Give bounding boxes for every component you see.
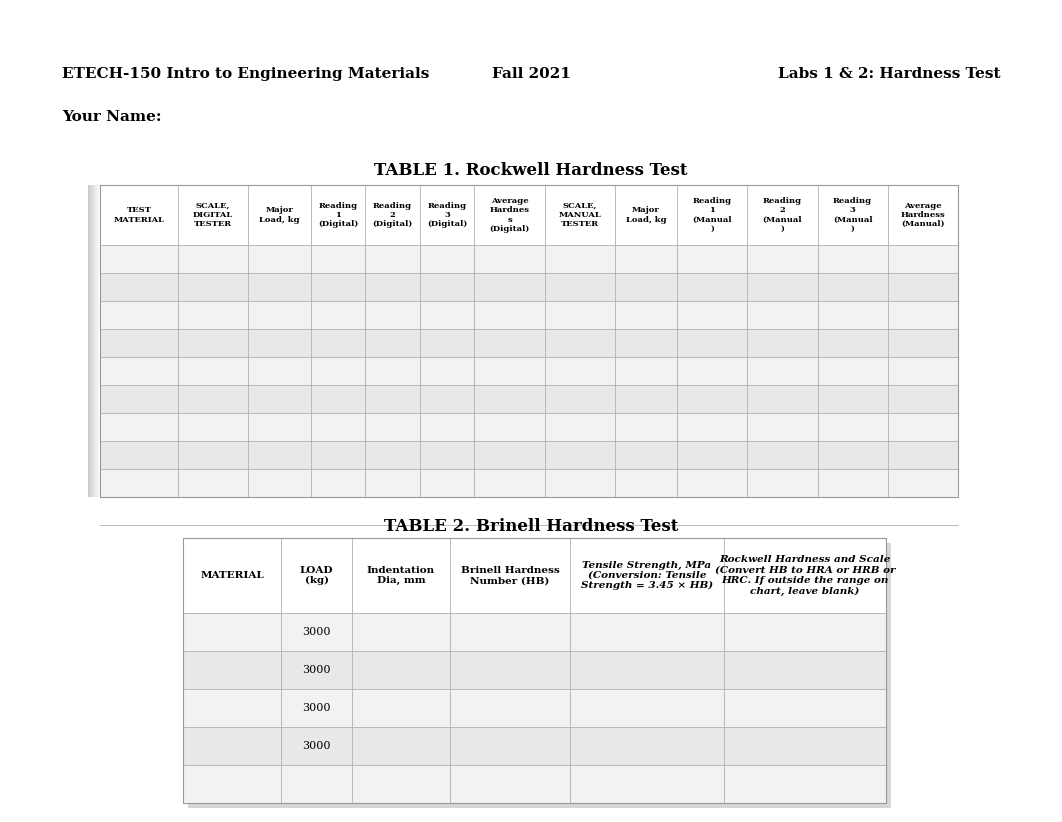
Text: 3000: 3000 (303, 665, 331, 675)
Text: 3000: 3000 (303, 627, 331, 637)
Text: LOAD
(kg): LOAD (kg) (299, 566, 333, 585)
Text: Fall 2021: Fall 2021 (492, 67, 570, 81)
Bar (183, 727, 886, 765)
Text: SCALE,
DIGITAL
TESTER: SCALE, DIGITAL TESTER (193, 201, 234, 229)
Text: Major
Load, kg: Major Load, kg (259, 206, 299, 224)
Text: Brinell Hardness
Number (HB): Brinell Hardness Number (HB) (461, 566, 560, 585)
Bar (100, 301, 958, 329)
Text: TABLE 2. Brinell Hardness Test: TABLE 2. Brinell Hardness Test (383, 518, 679, 535)
Bar (100, 413, 958, 441)
Text: ETECH-150 Intro to Engineering Materials: ETECH-150 Intro to Engineering Materials (62, 67, 429, 81)
Bar (188, 543, 891, 808)
Bar (100, 185, 958, 245)
Text: 3000: 3000 (303, 703, 331, 713)
Bar (100, 185, 958, 497)
Text: Reading
1
(Digital): Reading 1 (Digital) (318, 201, 358, 229)
Text: Your Name:: Your Name: (62, 110, 161, 124)
Bar (100, 357, 958, 385)
Text: Reading
3
(Digital): Reading 3 (Digital) (427, 201, 467, 229)
Text: Reading
3
(Manual
): Reading 3 (Manual ) (833, 197, 873, 233)
Text: Average
Hardness
(Manual): Average Hardness (Manual) (901, 201, 945, 229)
Text: Major
Load, kg: Major Load, kg (626, 206, 666, 224)
Text: Average
Hardnes
s
(Digital): Average Hardnes s (Digital) (490, 197, 530, 233)
Bar (183, 689, 886, 727)
Text: TABLE 1. Rockwell Hardness Test: TABLE 1. Rockwell Hardness Test (374, 162, 688, 179)
Bar (100, 273, 958, 301)
Text: Indentation
Dia, mm: Indentation Dia, mm (366, 566, 435, 585)
Bar (100, 245, 958, 273)
Text: SCALE,
MANUAL
TESTER: SCALE, MANUAL TESTER (559, 201, 601, 229)
Bar (100, 385, 958, 413)
Bar (183, 765, 886, 803)
Text: Labs 1 & 2: Hardness Test: Labs 1 & 2: Hardness Test (777, 67, 1000, 81)
Bar (183, 651, 886, 689)
Bar (100, 329, 958, 357)
Text: Tensile Strength, MPa
(Conversion: Tensile
Strength = 3.45 × HB): Tensile Strength, MPa (Conversion: Tensi… (581, 561, 713, 590)
Text: Reading
2
(Digital): Reading 2 (Digital) (373, 201, 413, 229)
Bar (183, 538, 886, 803)
Text: TEST
MATERIAL: TEST MATERIAL (114, 206, 165, 224)
Text: Rockwell Hardness and Scale
(Convert HB to HRA or HRB or
HRC. If outside the ran: Rockwell Hardness and Scale (Convert HB … (715, 556, 895, 596)
Bar (183, 613, 886, 651)
Bar (183, 538, 886, 613)
Text: Reading
1
(Manual
): Reading 1 (Manual ) (692, 197, 732, 233)
Bar (100, 469, 958, 497)
Bar (100, 441, 958, 469)
Text: 3000: 3000 (303, 741, 331, 751)
Text: MATERIAL: MATERIAL (201, 571, 264, 580)
Text: Reading
2
(Manual
): Reading 2 (Manual ) (763, 197, 802, 233)
